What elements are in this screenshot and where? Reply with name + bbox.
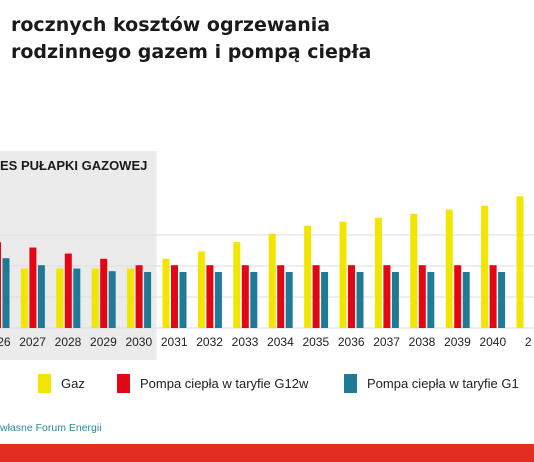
bar-pompa-ciep-a-w-taryfie-g12w-2038 [418,265,426,328]
bar-gaz-2030 [127,268,135,328]
bar-gaz-2027 [20,268,28,328]
bar-gaz-2036 [339,221,347,328]
bar-pompa-ciep-a-w-taryfie-g12w-2035 [312,265,320,328]
bar-pompa-ciep-a-w-taryfie-g1-2040 [498,271,506,328]
legend-item-pompa-g12w: Pompa ciepła w taryfie G12w [117,374,308,393]
bar-pompa-ciep-a-w-taryfie-g1-2039 [462,271,470,328]
bar-pompa-ciep-a-w-taryfie-g12w-2032 [206,265,214,328]
legend-label-pompa-g12w: Pompa ciepła w taryfie G12w [140,376,309,391]
legend-swatch-gaz [38,374,51,393]
bar-gaz-2040 [481,205,489,328]
brand-accent-bar [0,444,534,462]
x-tick-label-2033: 2033 [232,335,259,349]
x-tick-label-2030: 2030 [125,335,152,349]
bar-pompa-ciep-a-w-taryfie-g1-2032 [214,271,222,328]
x-tick-label-2028: 2028 [55,335,82,349]
bar-pompa-ciep-a-w-taryfie-g12w-2033 [241,265,249,328]
shaded-period [0,151,157,360]
x-tick-label-2027: 2027 [19,335,46,349]
x-tick-label-2026: 2026 [0,335,11,349]
bar-pompa-ciep-a-w-taryfie-g12w-2028 [64,253,72,328]
x-tick-label-2031: 2031 [161,335,188,349]
shaded-period-label: ES PUŁAPKI GAZOWEJ [0,158,147,173]
bar-pompa-ciep-a-w-taryfie-g1-2030 [144,271,152,328]
x-tick-label-2037: 2037 [373,335,400,349]
bar-gaz-2 [516,196,524,328]
x-tick-label-2039: 2039 [444,335,471,349]
x-tick-label-2040: 2040 [479,335,506,349]
legend-label-pompa-g1: Pompa ciepła w taryfie G1 [367,376,519,391]
bar-pompa-ciep-a-w-taryfie-g1-2033 [250,271,258,328]
legend: Gaz Pompa ciepła w taryfie G12w Pompa ci… [0,370,534,400]
chart-title-line-2: rodzinnego gazem i pompą ciepła [11,41,372,63]
bar-pompa-ciep-a-w-taryfie-g12w-2037 [383,265,391,328]
bar-pompa-ciep-a-w-taryfie-g12w-2036 [348,265,355,328]
bar-pompa-ciep-a-w-taryfie-g1-2028 [73,268,81,328]
bar-gaz-2031 [162,258,170,328]
bar-pompa-ciep-a-w-taryfie-g1-2038 [427,271,435,328]
legend-swatch-pompa-g1 [344,374,357,393]
bar-pompa-ciep-a-w-taryfie-g1-2027 [37,265,45,328]
bar-pompa-ciep-a-w-taryfie-g1-2034 [285,271,293,328]
bar-pompa-ciep-a-w-taryfie-g12w-2026 [0,242,1,328]
bar-pompa-ciep-a-w-taryfie-g12w-2039 [454,265,462,328]
bar-gaz-2029 [91,268,99,328]
bar-pompa-ciep-a-w-taryfie-g12w-2029 [100,258,108,328]
bar-gaz-2032 [197,251,205,328]
x-tick-label-2035: 2035 [302,335,329,349]
legend-swatch-pompa-g12w [117,374,130,393]
x-tick-label-2038: 2038 [409,335,436,349]
bar-gaz-2035 [304,225,312,328]
bar-pompa-ciep-a-w-taryfie-g12w-2031 [171,265,178,328]
source-note: własne Forum Energii [0,422,102,434]
bar-pompa-ciep-a-w-taryfie-g1-2029 [108,271,116,328]
chart-title: rocznych kosztów ogrzewania rodzinnego g… [11,12,534,66]
bar-gaz-2034 [268,233,276,328]
x-tick-label-2029: 2029 [90,335,117,349]
x-tick-label-2034: 2034 [267,335,294,349]
x-tick-label-2: 2 [525,335,532,349]
legend-item-pompa-g1: Pompa ciepła w taryfie G1 [344,374,519,393]
bar-pompa-ciep-a-w-taryfie-g1-2036 [356,271,364,328]
x-tick-label-2032: 2032 [196,335,223,349]
bar-gaz-2033 [233,242,241,328]
bar-gaz-2028 [56,268,64,328]
bar-chart: ES PUŁAPKI GAZOWEJ 2026 2027 2028 2029 2030 20… [0,151,534,360]
legend-item-gaz: Gaz [38,374,85,393]
bar-pompa-ciep-a-w-taryfie-g1-2031 [179,271,187,328]
bar-gaz-2037 [374,217,382,328]
bar-pompa-ciep-a-w-taryfie-g12w-2034 [277,265,285,328]
bar-pompa-ciep-a-w-taryfie-g1-2026 [2,258,10,328]
legend-label-gaz: Gaz [61,376,85,391]
chart-title-line-1: rocznych kosztów ogrzewania [11,14,331,36]
bar-pompa-ciep-a-w-taryfie-g12w-2027 [29,247,37,328]
bar-gaz-2039 [445,209,453,328]
bar-pompa-ciep-a-w-taryfie-g12w-2040 [489,265,497,328]
bar-pompa-ciep-a-w-taryfie-g1-2035 [321,271,329,328]
x-tick-label-2036: 2036 [338,335,365,349]
bar-pompa-ciep-a-w-taryfie-g1-2037 [391,271,399,328]
bar-gaz-2038 [410,213,418,328]
bar-pompa-ciep-a-w-taryfie-g12w-2030 [135,265,143,328]
